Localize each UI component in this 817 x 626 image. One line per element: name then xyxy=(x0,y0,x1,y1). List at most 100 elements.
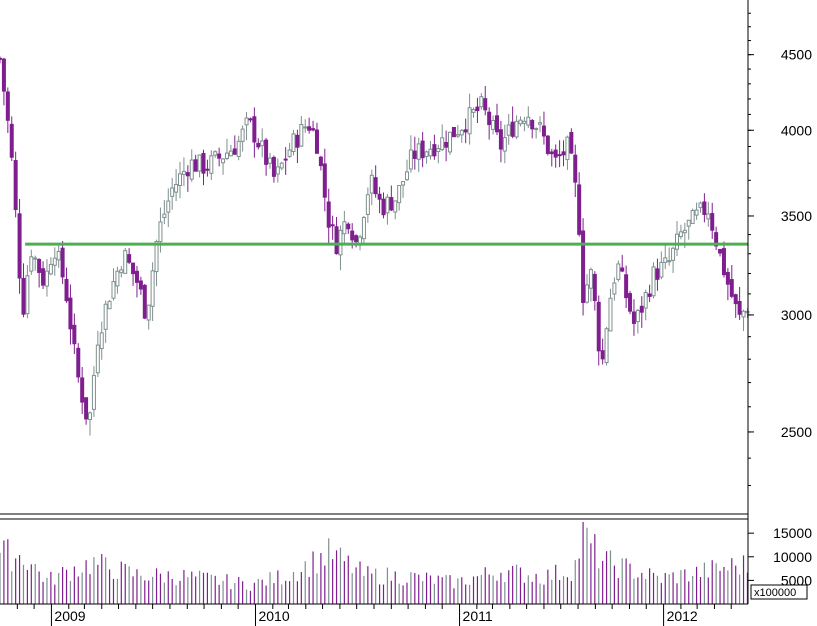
candle xyxy=(146,304,151,330)
candle xyxy=(275,158,280,183)
candle xyxy=(483,86,488,116)
candle-body xyxy=(518,119,523,125)
candle xyxy=(494,103,499,136)
candle-body xyxy=(471,109,476,113)
candle-body xyxy=(138,280,143,290)
candle xyxy=(436,144,441,164)
candle-body xyxy=(311,128,316,131)
candle xyxy=(25,265,30,319)
candle xyxy=(381,192,386,219)
candle-body xyxy=(389,197,394,211)
candle-body xyxy=(440,137,445,151)
candle xyxy=(714,226,719,251)
candle xyxy=(84,397,89,425)
candle xyxy=(385,193,390,225)
candle xyxy=(721,241,726,278)
candle xyxy=(608,288,613,332)
candle-body xyxy=(158,221,163,243)
candle-body xyxy=(401,181,406,186)
candle-body xyxy=(729,279,734,297)
candle xyxy=(334,216,339,255)
candle-body xyxy=(369,174,374,194)
candle-body xyxy=(651,266,656,297)
candle-body xyxy=(228,150,233,157)
candle xyxy=(663,245,668,270)
candle-body xyxy=(690,209,695,224)
candle xyxy=(522,116,527,132)
candle-body xyxy=(573,154,578,183)
price-tick-label: 3500 xyxy=(781,208,812,224)
candle-body xyxy=(1,58,6,92)
candle xyxy=(706,201,711,227)
candle xyxy=(675,221,680,257)
candle-body xyxy=(201,152,206,174)
candle-body xyxy=(142,284,147,319)
candle xyxy=(440,124,445,152)
candle-body xyxy=(107,300,112,310)
candle-body xyxy=(123,250,128,274)
candle xyxy=(260,128,265,158)
candle-body xyxy=(428,148,433,157)
candle-body xyxy=(342,221,347,235)
candle-body xyxy=(224,152,229,159)
candle xyxy=(314,122,319,154)
candle xyxy=(248,117,253,123)
candle xyxy=(138,276,143,295)
candle xyxy=(127,248,132,265)
candle xyxy=(710,202,715,239)
candle xyxy=(52,247,57,276)
candle-body xyxy=(9,123,14,158)
candle-body xyxy=(373,177,378,195)
candle-body xyxy=(271,156,276,177)
candle xyxy=(565,135,570,170)
candle xyxy=(256,138,261,150)
candle-body xyxy=(565,136,570,161)
candle xyxy=(221,158,226,175)
candle xyxy=(581,218,586,316)
candle-body xyxy=(608,297,613,332)
candle xyxy=(123,247,128,274)
candle xyxy=(29,249,34,275)
candle xyxy=(91,366,96,417)
candle xyxy=(475,97,480,124)
candle-body xyxy=(675,233,680,250)
candle xyxy=(80,367,85,415)
candle xyxy=(271,155,276,183)
candle-body xyxy=(72,324,77,345)
candle xyxy=(209,150,214,181)
candle xyxy=(103,300,108,343)
candle-body xyxy=(252,116,257,143)
candle xyxy=(166,188,171,227)
candle xyxy=(197,154,202,178)
candle-body xyxy=(13,160,18,211)
candle xyxy=(745,308,750,319)
candle xyxy=(21,263,26,318)
volume-tick-label: 15000 xyxy=(773,525,812,541)
candle xyxy=(448,131,453,155)
candle xyxy=(213,150,218,158)
candle xyxy=(526,106,531,128)
candle xyxy=(702,193,707,223)
candle-body xyxy=(577,184,582,235)
candle xyxy=(72,313,77,355)
candle-body xyxy=(451,126,456,138)
candle xyxy=(311,120,316,132)
candle xyxy=(291,129,296,156)
candle-body xyxy=(487,111,492,126)
candle xyxy=(358,234,363,251)
candle-body xyxy=(279,162,284,169)
candle-body xyxy=(134,270,139,283)
candle-body xyxy=(498,129,503,150)
candle-body xyxy=(354,235,359,243)
candle-body xyxy=(103,303,108,330)
candle-body xyxy=(314,129,319,154)
candle xyxy=(369,169,374,206)
candle xyxy=(244,111,249,141)
candle xyxy=(44,259,49,297)
candle-body xyxy=(479,96,484,108)
candle xyxy=(725,268,730,301)
candle-body xyxy=(88,412,93,420)
candle xyxy=(667,247,672,266)
candle-body xyxy=(209,155,214,174)
candle xyxy=(68,284,73,345)
